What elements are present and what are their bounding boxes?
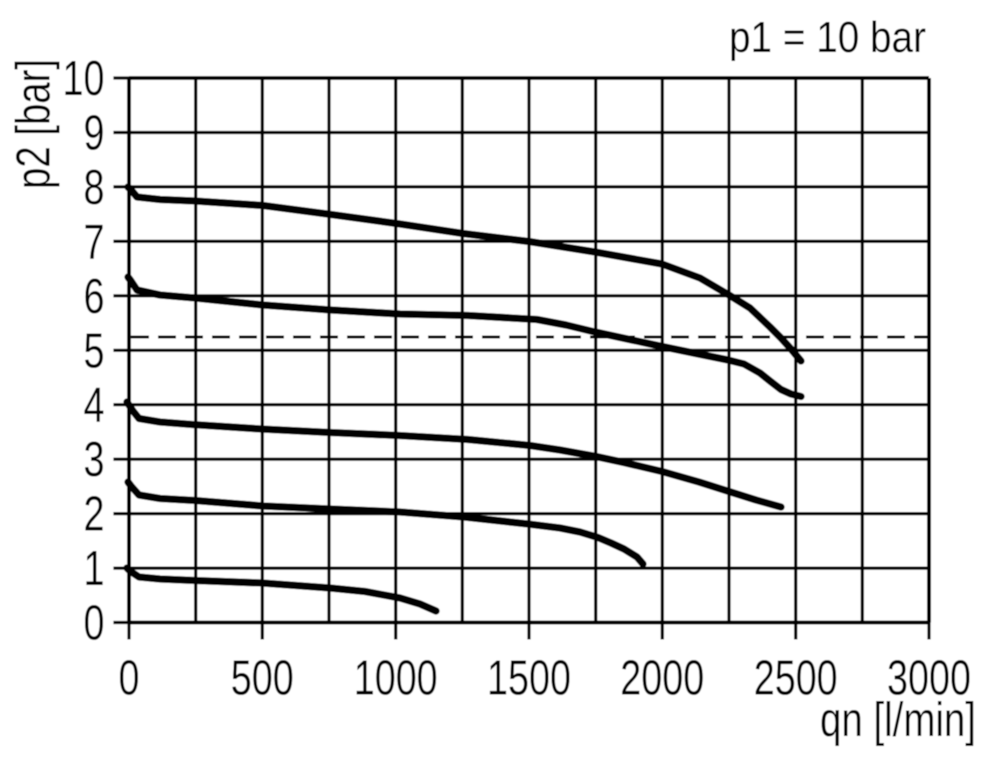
svg-text:1: 1 xyxy=(84,541,105,596)
svg-text:2500: 2500 xyxy=(754,651,838,706)
svg-text:500: 500 xyxy=(231,651,294,706)
svg-text:0: 0 xyxy=(84,596,105,651)
svg-text:2000: 2000 xyxy=(620,651,704,706)
svg-text:4: 4 xyxy=(84,378,105,433)
svg-text:1000: 1000 xyxy=(354,651,438,706)
svg-text:1500: 1500 xyxy=(487,651,571,706)
svg-text:10: 10 xyxy=(63,51,105,106)
svg-text:p1 = 10 bar: p1 = 10 bar xyxy=(729,13,926,62)
svg-text:2: 2 xyxy=(84,487,105,542)
svg-text:0: 0 xyxy=(119,651,140,706)
svg-text:5: 5 xyxy=(84,323,105,378)
svg-text:3: 3 xyxy=(84,432,105,487)
svg-text:6: 6 xyxy=(84,269,105,324)
svg-text:9: 9 xyxy=(84,106,105,161)
svg-text:3000: 3000 xyxy=(887,651,971,706)
svg-text:p2 [bar]: p2 [bar] xyxy=(8,59,61,189)
svg-text:qn [l/min]: qn [l/min] xyxy=(820,694,976,747)
svg-text:7: 7 xyxy=(84,214,105,269)
svg-text:8: 8 xyxy=(84,160,105,215)
